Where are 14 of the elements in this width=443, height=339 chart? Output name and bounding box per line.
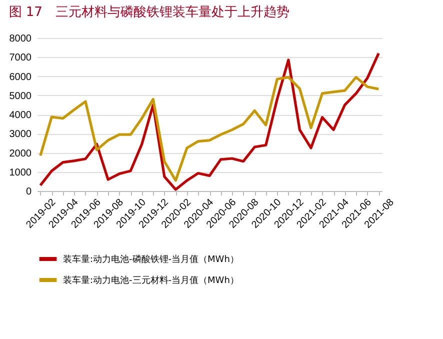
chart-title: 图 17 三元材料与磷酸铁锂装车量处于上升趋势 — [8, 5, 290, 20]
y-tick-label: 7000 — [9, 52, 32, 64]
y-tick-label: 0 — [26, 186, 32, 198]
y-tick-label: 8000 — [9, 34, 32, 44]
y-tick-label: 3000 — [9, 129, 32, 140]
y-tick-label: 2000 — [9, 148, 32, 160]
y-tick-label: 4000 — [9, 110, 32, 121]
y-tick-label: 6000 — [9, 72, 32, 83]
legend-label: 装车量:动力电池-磷酸铁锂-当月值（MWh） — [63, 254, 239, 265]
y-tick-label: 5000 — [9, 90, 32, 102]
line-series — [39, 52, 380, 191]
line-series — [39, 76, 380, 182]
y-tick-label: 1000 — [9, 167, 32, 178]
legend-label: 装车量:动力电池-三元材料-当月值（MWh） — [63, 275, 239, 286]
